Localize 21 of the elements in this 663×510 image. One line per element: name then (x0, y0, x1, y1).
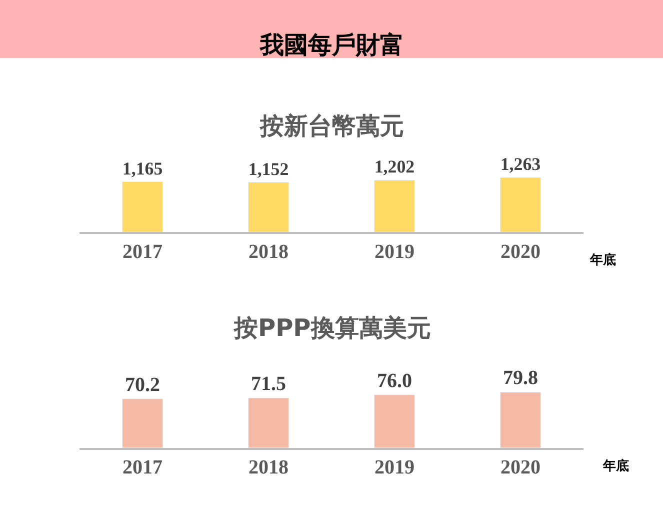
data-label: 1,152 (248, 158, 289, 179)
data-label: 1,202 (374, 156, 415, 177)
data-label: 70.2 (125, 374, 160, 396)
data-label: 1,165 (122, 158, 163, 178)
chart-subtitle: 按新台幣萬元 (259, 112, 404, 140)
data-label: 76.0 (376, 370, 412, 392)
x-tick-label: 2018 (248, 240, 289, 263)
x-axis-title: 年底 (589, 252, 616, 268)
data-label: 79.8 (502, 367, 538, 390)
x-tick-label: 2018 (248, 456, 289, 479)
chart-title: 按PPP換算萬美元 (233, 314, 431, 342)
x-axis-title: 年底 (602, 458, 629, 474)
data-label: 71.5 (251, 372, 286, 395)
x-tick-label: 2019 (374, 456, 414, 479)
x-tick-label: 2019 (374, 240, 414, 263)
x-tick-label: 2017 (122, 456, 163, 479)
data-label: 1,263 (500, 154, 541, 174)
x-tick-label: 2020 (500, 456, 540, 479)
x-tick-label: 2020 (500, 240, 540, 263)
chart-title: 我國每戶財富 (259, 31, 404, 59)
x-tick-label: 2017 (122, 240, 163, 263)
